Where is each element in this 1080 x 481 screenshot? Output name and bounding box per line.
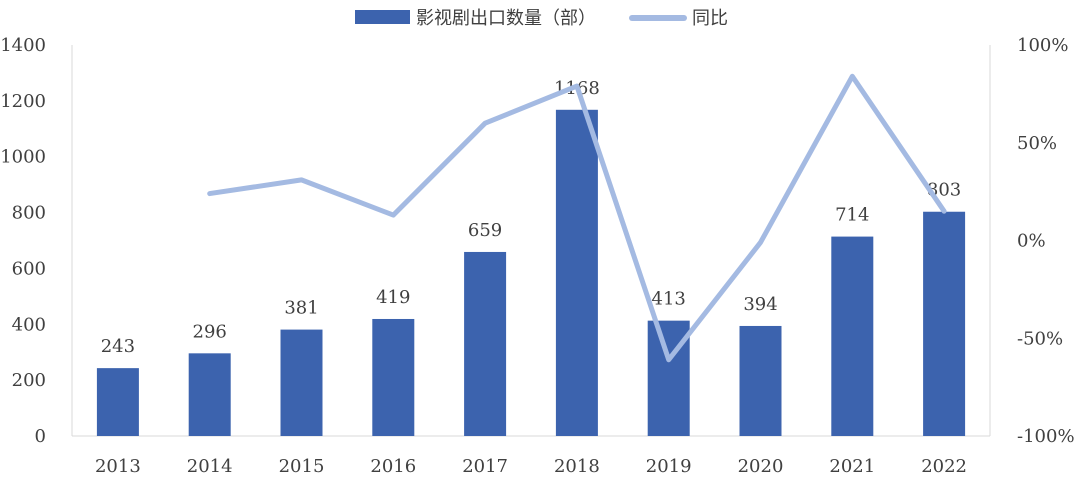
y-left-tick-400: 400 [12,314,46,335]
y-left-tick-1400: 1400 [0,35,46,56]
bar-2020 [739,325,782,436]
x-axis-ticks: 2013 2014 2015 2016 2017 2018 2019 2020 2021 2022 [95,456,967,477]
y-right-tick-100%: 100% [1017,35,1068,56]
bar-2014 [188,353,231,436]
y-right-tick-0%: 0% [1017,231,1046,252]
bar-2022 [923,211,966,436]
x-tick-2017: 2017 [462,456,508,477]
y-right-tick--100%: -100% [1017,426,1075,447]
yoy-line-series [207,73,947,363]
y-left-tick-800: 800 [12,203,46,224]
bar-2013 [96,368,139,436]
bar-2017 [464,251,507,436]
bar-label-2014: 296 [193,321,227,342]
x-tick-2015: 2015 [279,456,325,477]
bar-label-2013: 243 [101,336,135,357]
y-left-tick-1200: 1200 [0,91,46,112]
bar-label-2021: 714 [835,205,869,226]
y-right-tick-50%: 50% [1017,133,1057,154]
bar-label-2017: 659 [468,220,502,241]
bar-label-2016: 419 [376,287,410,308]
bar-label-2015: 381 [284,298,318,319]
legend-line-label: 同比 [692,8,728,29]
y-left-tick-0: 0 [35,426,46,447]
bar-2016 [372,318,415,436]
x-tick-2021: 2021 [829,456,875,477]
x-tick-2016: 2016 [370,456,416,477]
legend-bar-swatch [355,10,410,24]
y-axis-left-ticks: 0 200 400 600 800 1000 1200 1400 [0,35,46,447]
y-left-tick-600: 600 [12,258,46,279]
bar-2018 [555,109,598,437]
legend: 影视剧出口数量（部） 同比 [355,8,728,29]
x-tick-2019: 2019 [646,456,692,477]
bar-label-2019: 413 [652,289,686,310]
x-tick-2014: 2014 [187,456,233,477]
y-left-tick-200: 200 [12,370,46,391]
x-tick-2013: 2013 [95,456,141,477]
x-tick-2020: 2020 [738,456,784,477]
legend-bar-label: 影视剧出口数量（部） [416,8,596,29]
x-tick-2018: 2018 [554,456,600,477]
x-tick-2022: 2022 [921,456,967,477]
y-right-tick--50%: -50% [1017,328,1063,349]
bars [96,109,966,437]
bar-2021 [831,236,874,436]
bar-2015 [280,329,323,436]
bar-label-2020: 394 [743,294,777,315]
y-left-tick-1000: 1000 [0,147,46,168]
y-axis-right-ticks: -100% -50% 0% 50% 100% [1017,35,1075,447]
